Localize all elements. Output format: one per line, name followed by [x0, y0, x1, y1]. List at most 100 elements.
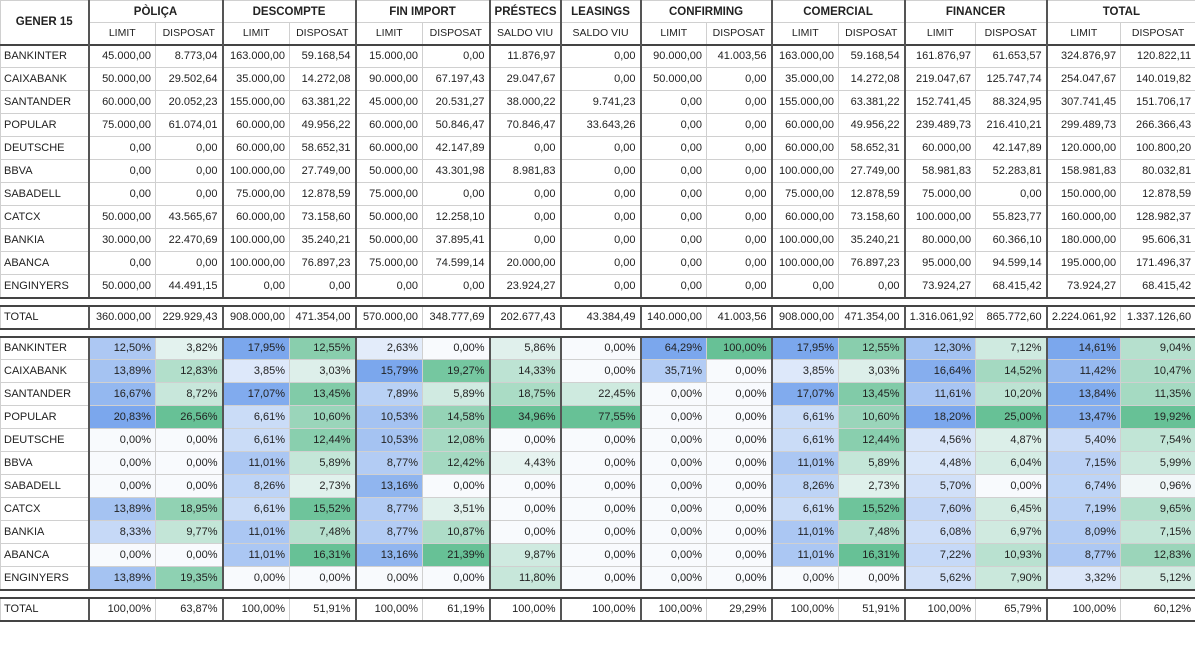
value-cell: 0,00 — [639, 205, 708, 229]
value-cell: 14,33% — [488, 359, 562, 383]
value-cell: 17,95% — [221, 335, 291, 360]
column-header: LIMIT — [770, 22, 840, 45]
value-cell: 0,00% — [639, 451, 708, 475]
value-cell: 68.415,42 — [1120, 274, 1195, 299]
value-cell: 11,01% — [221, 451, 291, 475]
data-row: SABADELL 0,00% 0,00% 8,26% 2,73% 13,16% 0,00% 0… — [0, 474, 1195, 498]
value-cell: 100.000,00 — [221, 228, 291, 252]
value-cell: 16,64% — [903, 359, 977, 383]
column-header: DISPOSAT — [975, 22, 1048, 45]
value-cell: 10,53% — [354, 428, 424, 452]
value-cell: 6,61% — [221, 405, 291, 429]
row-label: POPULAR — [0, 405, 89, 429]
value-cell: 152.741,45 — [903, 90, 977, 114]
value-cell: 8,77% — [354, 451, 424, 475]
value-cell: 20,83% — [87, 405, 156, 429]
value-cell: 8,09% — [1045, 520, 1122, 544]
value-cell: 59.168,54 — [838, 43, 906, 68]
row-label: SABADELL — [0, 474, 89, 498]
total-cell: 570.000,00 — [354, 304, 424, 330]
group-header: CONFIRMING — [639, 0, 773, 23]
value-cell: 0,00% — [559, 359, 642, 383]
value-cell: 0,00% — [639, 382, 708, 406]
group-header: FIN IMPORT — [354, 0, 491, 23]
data-row: POPULAR 20,83% 26,56% 6,61% 10,60% 10,53% 14,5… — [0, 405, 1195, 429]
value-cell: 10,53% — [354, 405, 424, 429]
value-cell: 324.876,97 — [1045, 43, 1122, 68]
value-cell: 77,55% — [559, 405, 642, 429]
value-cell: 12,42% — [422, 451, 491, 475]
spacer — [0, 328, 1195, 337]
value-cell: 25,00% — [975, 405, 1048, 429]
value-cell: 50.000,00 — [639, 67, 708, 91]
value-cell: 0,00 — [838, 274, 906, 299]
value-cell: 60.000,00 — [903, 136, 977, 160]
value-cell: 64,29% — [639, 335, 708, 360]
data-row: CATCX 50.000,00 43.565,67 60.000,00 73.158,6… — [0, 205, 1195, 229]
value-cell: 8.981,83 — [488, 159, 562, 183]
spacer-cell — [0, 328, 1195, 337]
value-cell: 60.366,10 — [975, 228, 1048, 252]
corner-label: GENER 15 — [0, 0, 89, 45]
value-cell: 5,99% — [1120, 451, 1195, 475]
value-cell: 50.000,00 — [87, 274, 156, 299]
total-cell: 51,91% — [838, 596, 906, 622]
value-cell: 90.000,00 — [639, 43, 708, 68]
value-cell: 9,87% — [488, 543, 562, 567]
row-label: SANTANDER — [0, 90, 89, 114]
value-cell: 73.158,60 — [289, 205, 357, 229]
value-cell: 23.924,27 — [488, 274, 562, 299]
column-header: SALDO VIU — [559, 22, 642, 45]
value-cell: 73.924,27 — [1045, 274, 1122, 299]
value-cell: 9,65% — [1120, 497, 1195, 521]
value-cell: 0,00% — [639, 405, 708, 429]
value-cell: 6,61% — [770, 497, 840, 521]
column-header: DISPOSAT — [154, 22, 224, 45]
value-cell: 0,00 — [488, 136, 562, 160]
value-cell: 0,96% — [1120, 474, 1195, 498]
value-cell: 0,00% — [154, 543, 224, 567]
total-cell: 1.337.126,60 — [1120, 304, 1195, 330]
value-cell: 35.240,21 — [289, 228, 357, 252]
value-cell: 50.000,00 — [354, 159, 424, 183]
value-cell: 0,00% — [706, 405, 773, 429]
data-row: ABANCA 0,00 0,00 100.000,00 76.897,23 75.000,… — [0, 251, 1195, 275]
value-cell: 0,00% — [154, 451, 224, 475]
value-cell: 4,87% — [975, 428, 1048, 452]
value-cell: 73.158,60 — [838, 205, 906, 229]
value-cell: 50.846,47 — [422, 113, 491, 137]
value-cell: 0,00 — [354, 274, 424, 299]
value-cell: 70.846,47 — [488, 113, 562, 137]
value-cell: 5,12% — [1120, 566, 1195, 591]
header-row: GENER 15 PÒLIÇA DESCOMPTE FIN IMPORT PRÉSTEC… — [0, 0, 1195, 45]
value-cell: 2,63% — [354, 335, 424, 360]
value-cell: 20.531,27 — [422, 90, 491, 114]
value-cell: 140.019,82 — [1120, 67, 1195, 91]
spacer-cell — [0, 589, 1195, 598]
value-cell: 0,00 — [639, 113, 708, 137]
value-cell: 50.000,00 — [354, 228, 424, 252]
value-cell: 80.000,00 — [903, 228, 977, 252]
value-cell: 0,00% — [559, 474, 642, 498]
value-cell: 0,00% — [488, 428, 562, 452]
value-cell: 5,89% — [838, 451, 906, 475]
value-cell: 20.052,23 — [154, 90, 224, 114]
value-cell: 0,00 — [154, 159, 224, 183]
value-cell: 0,00 — [639, 136, 708, 160]
value-cell: 13,89% — [87, 497, 156, 521]
data-row: BBVA 0,00% 0,00% 11,01% 5,89% 8,77% 12,42% 4,43… — [0, 451, 1195, 475]
value-cell: 8,26% — [221, 474, 291, 498]
value-cell: 0,00 — [706, 67, 773, 91]
value-cell: 8,72% — [154, 382, 224, 406]
value-cell: 0,00% — [488, 474, 562, 498]
row-label: BANKIA — [0, 520, 89, 544]
value-cell: 0,00 — [706, 274, 773, 299]
value-cell: 11,42% — [1045, 359, 1122, 383]
value-cell: 19,27% — [422, 359, 491, 383]
value-cell: 0,00 — [559, 136, 642, 160]
value-cell: 10,60% — [838, 405, 906, 429]
value-cell: 0,00% — [559, 566, 642, 591]
value-cell: 155.000,00 — [221, 90, 291, 114]
value-cell: 125.747,74 — [975, 67, 1048, 91]
value-cell: 50.000,00 — [87, 205, 156, 229]
